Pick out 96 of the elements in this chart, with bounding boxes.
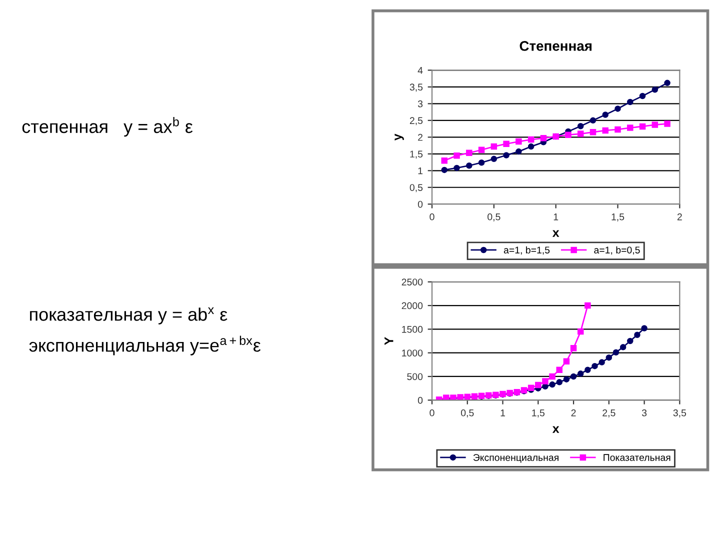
point	[454, 164, 460, 172]
y-tick-label: 0	[418, 200, 423, 208]
x-tick-label: 2	[571, 409, 576, 416]
point	[549, 373, 556, 380]
point	[556, 366, 563, 373]
chart-title: Степенная	[520, 41, 592, 51]
x-tick-label: 2	[677, 213, 682, 220]
y-tick-label: 0	[418, 396, 423, 404]
point	[664, 80, 670, 86]
point	[584, 302, 591, 309]
point	[602, 112, 608, 118]
point	[577, 328, 584, 335]
y-tick-label: 1,5	[410, 150, 423, 159]
y-tick-label: 3	[418, 100, 423, 108]
x-tick-label: 0	[430, 213, 434, 220]
point	[563, 358, 570, 364]
point	[620, 344, 626, 350]
point	[570, 344, 577, 352]
point	[602, 127, 608, 134]
y-tick-label: 2	[418, 134, 422, 141]
x-tick-label: 0,5	[461, 409, 474, 418]
x-tick-label: 0	[430, 409, 434, 416]
x-tick-label: 1,5	[532, 410, 544, 418]
x-tick-label: 3,5	[673, 409, 686, 418]
y-axis-title: y	[394, 134, 404, 141]
point	[652, 86, 658, 93]
point	[478, 159, 485, 166]
point	[577, 130, 584, 137]
point	[478, 146, 485, 154]
y-tick-label: 2,5	[410, 117, 423, 126]
point	[606, 354, 612, 361]
legend-label: a=1, b=0,5	[594, 246, 640, 255]
point	[441, 166, 448, 174]
point	[503, 140, 510, 147]
point	[614, 106, 621, 112]
point	[466, 150, 472, 156]
point	[577, 370, 584, 377]
point	[542, 378, 548, 384]
point	[466, 162, 472, 169]
point	[664, 120, 670, 127]
point	[639, 123, 646, 130]
y-tick-label: 2000	[402, 302, 423, 310]
legend-label: Показательная	[604, 454, 670, 461]
point	[612, 349, 620, 356]
point	[535, 382, 542, 388]
point	[634, 332, 640, 338]
x-axis-title: x	[552, 230, 560, 237]
point	[590, 129, 596, 136]
point	[516, 148, 522, 155]
point	[598, 359, 605, 366]
point	[614, 126, 621, 133]
y-tick-label: 1500	[402, 326, 423, 333]
point	[503, 152, 510, 158]
y-tick-label: 1000	[402, 350, 423, 356]
y-tick-label: 0,5	[410, 184, 423, 192]
y-tick-label: 4	[418, 67, 423, 74]
point	[592, 362, 598, 370]
point	[641, 325, 648, 332]
point	[528, 143, 534, 150]
y-tick-label: 3,5	[410, 84, 423, 92]
x-tick-label: 0,5	[488, 213, 500, 222]
point	[441, 157, 448, 164]
x-axis-title: x	[552, 426, 560, 433]
point	[590, 117, 596, 124]
y-tick-label: 1	[418, 167, 422, 174]
point	[490, 156, 498, 162]
point	[490, 143, 498, 150]
point	[540, 135, 547, 142]
point	[565, 132, 572, 138]
x-tick-label: 1	[500, 410, 505, 416]
point	[627, 98, 634, 106]
x-tick-label: 3	[642, 409, 647, 416]
point	[454, 152, 460, 159]
text: степенная y = ax$^{b}$ ε	[22, 117, 193, 137]
point	[652, 122, 658, 128]
y-tick-label: 2500	[402, 278, 423, 286]
y-tick-label: 500	[407, 373, 423, 380]
point	[516, 138, 522, 145]
point	[627, 338, 634, 344]
point	[639, 92, 646, 100]
point	[577, 122, 584, 130]
text: показательная y = ab$^{x}$ ε	[30, 307, 228, 324]
point	[549, 381, 556, 388]
y-axis-title: Y	[384, 337, 394, 345]
x-tick-label: 1	[554, 214, 558, 220]
legend-label: Экспоненциальная	[473, 454, 558, 463]
point	[528, 136, 534, 143]
point	[570, 373, 577, 380]
point	[584, 366, 591, 373]
legend-label: a=1, b=1,5	[504, 246, 550, 255]
point	[556, 379, 563, 386]
x-tick-label: 1,5	[612, 214, 624, 222]
x-tick-label: 2,5	[602, 409, 616, 418]
point	[627, 124, 634, 131]
point	[563, 376, 570, 382]
text: экспоненциальная y=e$^{a+bx}$ε	[29, 336, 261, 356]
